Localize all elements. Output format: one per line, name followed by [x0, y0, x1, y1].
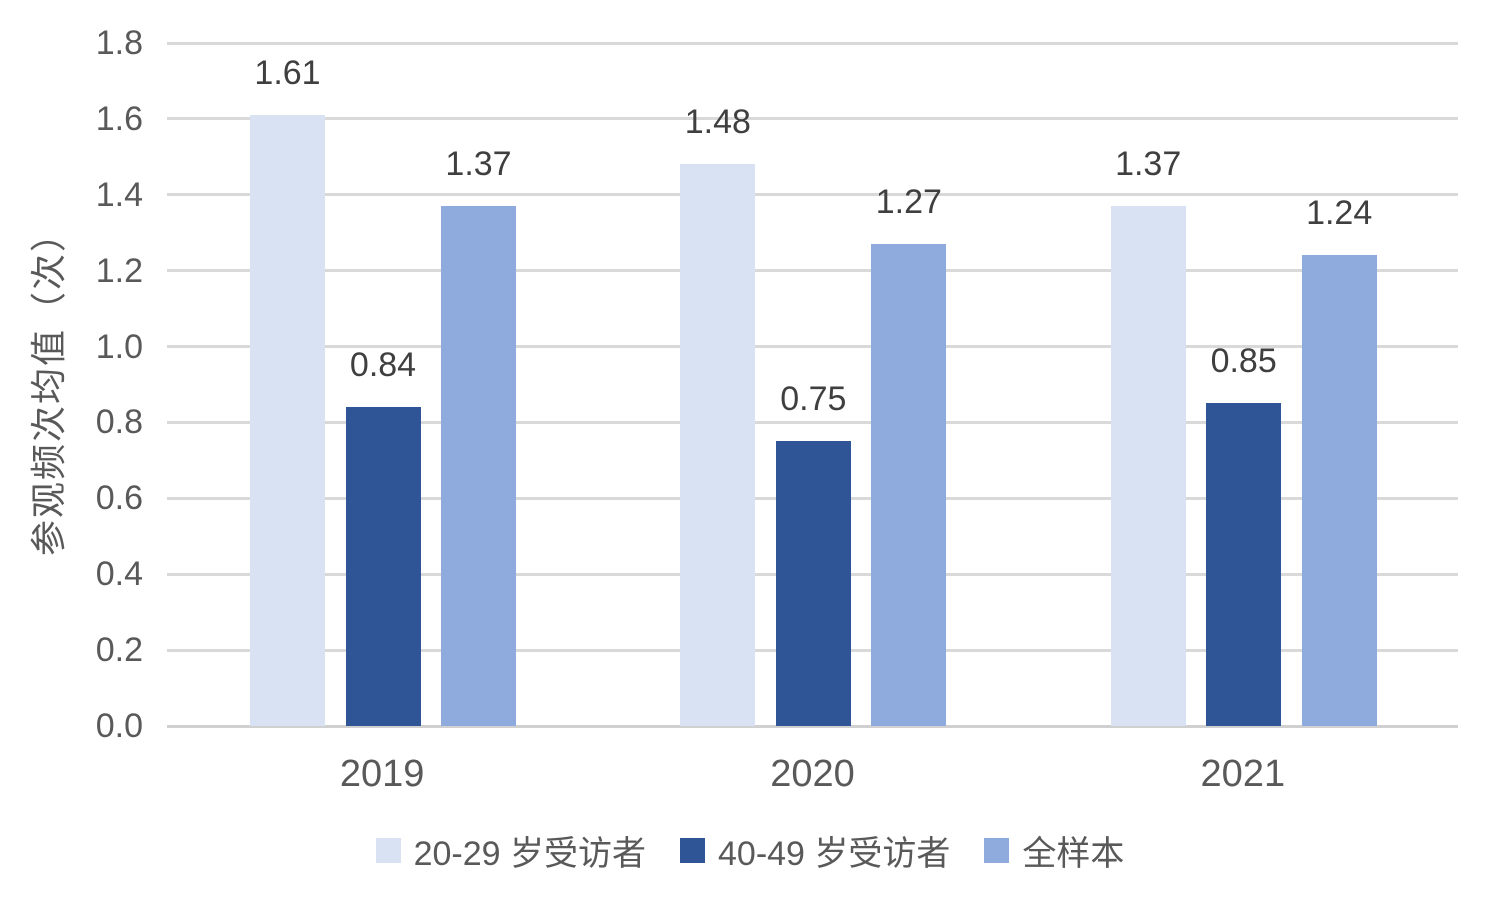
- bar-series1-2021: [1110, 206, 1186, 726]
- bar-series3-2020: [871, 244, 947, 726]
- y-tick-label: 0.4: [95, 555, 143, 594]
- x-axis-label-2019: 2019: [339, 753, 425, 795]
- bar-series2-2021: [1206, 403, 1282, 726]
- legend-label: 全样本: [1022, 835, 1125, 873]
- bar-series1-2020: [680, 164, 756, 726]
- bar-series2-2020: [775, 441, 851, 726]
- legend-swatch-icon: [680, 838, 705, 863]
- y-tick-label: 1.8: [95, 24, 143, 62]
- legend: 20-29 岁受访者 40-49 岁受访者 全样本: [0, 826, 1500, 875]
- y-tick-label: 0.6: [95, 479, 143, 518]
- y-tick-label: 0.0: [95, 707, 143, 745]
- bar-series1-2019: [250, 115, 325, 726]
- gridline: [167, 269, 1458, 273]
- bar-value-label: 1.37: [445, 145, 512, 184]
- legend-swatch-icon: [984, 838, 1010, 863]
- y-tick-label: 1.6: [95, 99, 143, 138]
- bar-value-label: 0.85: [1210, 342, 1277, 381]
- legend-label: 20-29 岁受访者: [413, 835, 646, 873]
- y-tick-label: 0.8: [95, 403, 143, 442]
- y-tick-label: 1.0: [95, 327, 143, 366]
- bar-value-label: 1.24: [1306, 194, 1373, 233]
- gridline: [167, 193, 1458, 197]
- y-tick-label: 1.2: [95, 251, 143, 290]
- legend-item-2: 40-49 岁受访者: [680, 826, 950, 875]
- gridline: [167, 420, 1458, 424]
- x-axis-label-2020: 2020: [770, 753, 855, 795]
- bar-value-label: 1.61: [254, 54, 321, 93]
- x-axis-line: [167, 724, 1458, 728]
- bar-value-label: 1.27: [875, 183, 942, 222]
- bar-series3-2021: [1301, 255, 1377, 726]
- gridline: [167, 41, 1458, 45]
- y-tick-label: 1.4: [95, 175, 143, 214]
- legend-item-3: 全样本: [984, 826, 1124, 875]
- bar-series3-2019: [441, 206, 516, 726]
- gridline: [167, 117, 1458, 121]
- gridline: [167, 345, 1458, 349]
- legend-swatch-icon: [375, 838, 401, 863]
- legend-item-1: 20-29 岁受访者: [375, 826, 646, 875]
- bar-value-label: 0.75: [780, 380, 847, 419]
- bar-value-label: 0.84: [349, 346, 417, 385]
- y-tick-label: 0.2: [95, 631, 143, 670]
- bar-series2-2019: [345, 407, 421, 726]
- legend-label: 40-49 岁受访者: [718, 835, 951, 873]
- bar-value-label: 1.48: [684, 103, 751, 142]
- bar-value-label: 1.37: [1115, 145, 1182, 184]
- x-axis-label-2021: 2021: [1200, 753, 1286, 795]
